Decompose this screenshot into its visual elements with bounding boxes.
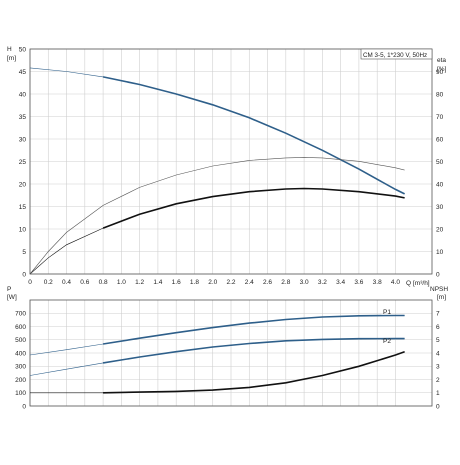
top-right-tick-labels: 0 10 20 30 40 50 60 70 80 90	[436, 69, 444, 278]
series-line-operating	[103, 350, 405, 394]
right-tick-label: 0	[436, 403, 440, 410]
series-line-operating	[102, 314, 405, 345]
left-tick-label: 5	[22, 249, 26, 256]
series-line-thin	[29, 338, 405, 376]
left-tick-label: 45	[19, 69, 27, 76]
series-label-p2: P2	[383, 338, 391, 345]
left-tick-label: 40	[19, 91, 27, 98]
left-tick-label: 100	[15, 390, 26, 397]
left-tick-label: 500	[15, 337, 26, 344]
bottom-left-tick-labels: 0 100 200 300 400 500 600 700	[15, 311, 26, 411]
npsh-axis-unit: [m]	[437, 294, 446, 301]
x-tick-label: 0.6	[80, 279, 89, 286]
x-tick-label: 2.4	[245, 279, 254, 286]
right-tick-label: 60	[436, 136, 444, 143]
right-tick-label: 6	[436, 324, 440, 331]
series-line-thin	[29, 188, 405, 275]
series-label-p1: P1	[383, 309, 391, 316]
series-line-operating	[102, 337, 405, 364]
right-tick-label: 0	[436, 271, 440, 278]
left-tick-label: 200	[15, 377, 26, 384]
left-tick-label: 20	[19, 181, 27, 188]
left-tick-label: 300	[15, 364, 26, 371]
right-tick-label: 7	[436, 311, 440, 318]
x-tick-label: 3.2	[318, 279, 327, 286]
top-frame	[29, 48, 433, 275]
flow-axis-label: Q	[406, 280, 411, 287]
left-tick-label: 35	[19, 114, 27, 121]
right-tick-label: 3	[436, 364, 440, 371]
x-tick-label: 0	[28, 279, 32, 286]
series-line-thin	[29, 67, 405, 195]
eta-axis-unit: [%]	[437, 66, 447, 73]
right-tick-label: 20	[436, 226, 444, 233]
right-tick-label: 2	[436, 377, 440, 384]
head-axis-unit: [m]	[7, 55, 16, 62]
top-series	[29, 67, 405, 275]
x-tick-label: 3.6	[354, 279, 363, 286]
left-tick-label: 400	[15, 350, 26, 357]
series-line-thin	[29, 157, 405, 275]
bottom-panel: 0 100 200 300 400 500 600 700 0 1 2 3 4 5 6 7 P [W] NP…	[7, 286, 448, 410]
right-tick-label: 70	[436, 114, 444, 121]
series-line-thin	[30, 351, 405, 394]
right-tick-label: 50	[436, 159, 444, 166]
x-tick-label: 3.4	[336, 279, 345, 286]
left-tick-label: 15	[19, 204, 27, 211]
left-tick-label: 10	[19, 226, 27, 233]
x-tick-label: 0.4	[62, 279, 71, 286]
x-tick-label: 2.0	[208, 279, 217, 286]
top-panel: 0 5 10 15 20 25 30 35 40 45 50 0 10 20 30 40 50 60 70 80 90…	[7, 46, 447, 287]
x-tick-label: 0.2	[44, 279, 53, 286]
right-tick-label: 1	[436, 390, 440, 397]
left-tick-label: 50	[19, 46, 27, 53]
bottom-frame	[29, 299, 433, 407]
series-line-operating	[102, 187, 405, 229]
left-tick-label: 600	[15, 324, 26, 331]
x-tick-label: 1.8	[190, 279, 199, 286]
npsh-axis-label: NPSH	[430, 286, 448, 293]
x-tick-label: 1.0	[117, 279, 126, 286]
right-tick-label: 90	[436, 69, 444, 76]
bottom-series	[29, 314, 405, 394]
x-tick-label: 2.2	[226, 279, 235, 286]
right-tick-label: 80	[436, 91, 444, 98]
left-tick-label: 25	[19, 159, 27, 166]
flow-axis-unit: [m³/h]	[413, 280, 430, 287]
left-tick-label: 0	[22, 271, 26, 278]
chart-title: CM 3-5, 1*230 V, 50Hz	[363, 52, 427, 59]
top-left-tick-labels: 0 5 10 15 20 25 30 35 40 45 50	[19, 46, 27, 278]
bottom-right-tick-labels: 0 1 2 3 4 5 6 7	[436, 311, 440, 411]
x-tick-label: 4.0	[391, 279, 400, 286]
left-tick-label: 0	[22, 403, 26, 410]
x-tick-label: 0.8	[99, 279, 108, 286]
right-tick-label: 10	[436, 249, 444, 256]
x-tick-label: 1.4	[153, 279, 162, 286]
x-tick-label: 1.2	[135, 279, 144, 286]
x-tick-label: 3.0	[300, 279, 309, 286]
right-tick-label: 4	[436, 350, 440, 357]
right-tick-label: 5	[436, 337, 440, 344]
series-line-operating	[102, 76, 405, 195]
head-axis-label: H	[7, 46, 12, 53]
power-axis-unit: [W]	[7, 294, 17, 301]
right-tick-label: 30	[436, 204, 444, 211]
x-tick-label: 3.8	[373, 279, 382, 286]
top-gridlines	[29, 48, 432, 275]
title-box	[360, 48, 433, 60]
x-tick-label: 2.8	[281, 279, 290, 286]
x-tick-label: 1.6	[172, 279, 181, 286]
power-axis-label: P	[7, 286, 11, 293]
top-x-tick-labels: 0 0.2 0.4 0.6 0.8 1.0 1.2 1.4 1.6 1.8 2.0 2.2 2.4 2.6…	[28, 279, 400, 286]
left-tick-label: 700	[15, 311, 26, 318]
left-tick-label: 30	[19, 136, 27, 143]
series-line-thin	[29, 315, 405, 356]
x-tick-label: 2.6	[263, 279, 272, 286]
right-tick-label: 40	[436, 181, 444, 188]
eta-axis-label: eta	[437, 57, 446, 64]
